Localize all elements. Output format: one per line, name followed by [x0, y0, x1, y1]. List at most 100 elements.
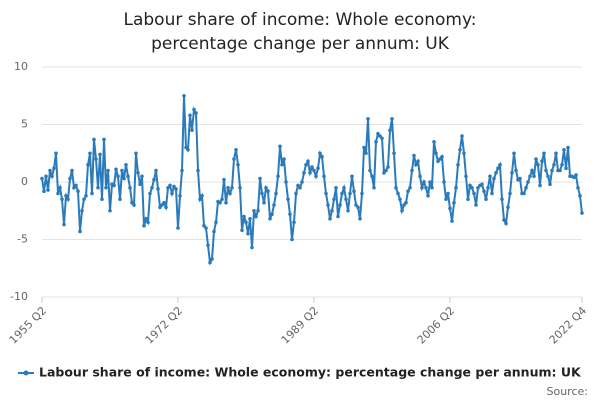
- data-point: [442, 180, 446, 184]
- data-point: [132, 203, 136, 207]
- data-point: [298, 185, 302, 190]
- data-point: [140, 174, 144, 179]
- data-point: [154, 168, 158, 173]
- data-point: [394, 185, 398, 190]
- chart-title: Labour share of income: Whole economy: pe…: [123, 10, 476, 54]
- data-point: [364, 151, 368, 156]
- data-point: [472, 191, 476, 196]
- data-point: [358, 217, 362, 221]
- data-point: [226, 185, 230, 190]
- data-point: [454, 185, 458, 190]
- data-point: [338, 203, 342, 207]
- data-point: [300, 180, 304, 184]
- data-point: [42, 189, 46, 193]
- data-point: [366, 116, 370, 121]
- data-point: [450, 219, 454, 223]
- data-point: [108, 208, 112, 213]
- source: Source:: [547, 385, 589, 398]
- data-point: [326, 203, 330, 207]
- data-point: [76, 189, 80, 193]
- data-point: [128, 185, 132, 190]
- y-tick-label: -10: [10, 290, 28, 303]
- data-point: [284, 180, 288, 184]
- data-point: [512, 151, 516, 156]
- data-point: [480, 182, 484, 187]
- data-point: [400, 208, 404, 213]
- data-point: [470, 185, 474, 190]
- data-point: [90, 191, 94, 196]
- legend-marker: [23, 370, 29, 376]
- data-point: [274, 191, 278, 196]
- data-point: [528, 174, 532, 179]
- data-point: [92, 137, 96, 142]
- data-point: [100, 197, 104, 202]
- data-point: [486, 185, 490, 190]
- data-point: [156, 187, 160, 191]
- data-point: [262, 200, 266, 205]
- data-point: [124, 162, 128, 167]
- data-point: [422, 180, 426, 184]
- data-point: [386, 165, 390, 169]
- data-point: [88, 151, 92, 156]
- data-point: [348, 191, 352, 196]
- x-tick-label: 1972 Q2: [143, 304, 186, 347]
- data-point: [168, 183, 172, 188]
- data-point: [488, 174, 492, 179]
- data-point: [248, 217, 252, 221]
- data-point: [412, 153, 416, 158]
- data-point: [98, 152, 102, 157]
- data-point: [78, 229, 82, 234]
- data-point: [86, 162, 90, 167]
- data-point: [522, 191, 526, 196]
- data-point: [452, 200, 456, 205]
- data-point: [440, 154, 444, 159]
- data-point: [524, 185, 528, 190]
- data-point: [282, 157, 286, 161]
- data-point: [538, 183, 542, 188]
- data-point: [40, 176, 44, 181]
- x-tick-label: 1955 Q2: [7, 304, 50, 347]
- data-point: [318, 151, 322, 156]
- data-point: [44, 174, 48, 179]
- data-point: [286, 197, 290, 202]
- data-point: [320, 154, 324, 159]
- data-point: [368, 168, 372, 173]
- data-point: [252, 208, 256, 213]
- y-tick-label: 10: [14, 60, 28, 73]
- data-point: [292, 220, 296, 225]
- data-point: [256, 208, 260, 213]
- data-point: [492, 176, 496, 181]
- data-point: [398, 197, 402, 202]
- data-point: [258, 176, 262, 181]
- data-point: [370, 174, 374, 179]
- x-tick-label: 2006 Q2: [415, 304, 458, 347]
- data-point: [244, 220, 248, 225]
- data-point: [144, 217, 148, 221]
- x-tick-label: 2022 Q4: [547, 304, 590, 347]
- data-point: [578, 194, 582, 198]
- data-point: [116, 174, 120, 179]
- data-point: [66, 197, 70, 202]
- data-point: [304, 162, 308, 167]
- data-point: [56, 191, 60, 196]
- data-point: [404, 200, 408, 205]
- data-point: [234, 148, 238, 152]
- data-point: [448, 206, 452, 211]
- data-point: [360, 191, 364, 196]
- data-point: [122, 176, 126, 181]
- data-point: [494, 171, 498, 175]
- data-point: [518, 176, 522, 181]
- y-tick-label: -5: [17, 233, 28, 246]
- data-point: [288, 212, 292, 216]
- data-point: [190, 128, 194, 133]
- data-point: [240, 228, 244, 233]
- data-point: [80, 208, 84, 213]
- data-point: [530, 168, 534, 173]
- data-point: [498, 162, 502, 167]
- data-point: [52, 166, 56, 170]
- data-point: [294, 191, 298, 196]
- data-point: [312, 168, 316, 173]
- data-point: [206, 243, 210, 248]
